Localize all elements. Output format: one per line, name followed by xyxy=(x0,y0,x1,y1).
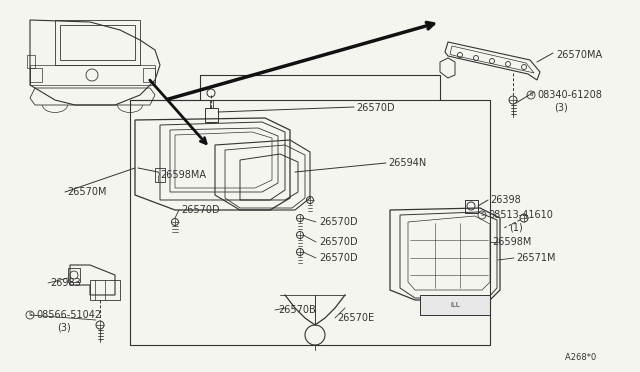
Text: 26570E: 26570E xyxy=(337,313,374,323)
Text: 26570D: 26570D xyxy=(181,205,220,215)
Text: 26570D: 26570D xyxy=(319,217,358,227)
Text: 26598M: 26598M xyxy=(492,237,531,247)
Text: 26594N: 26594N xyxy=(388,158,426,168)
Text: S: S xyxy=(529,93,532,97)
Text: 08513-41610: 08513-41610 xyxy=(488,210,553,220)
Text: 26570MA: 26570MA xyxy=(556,50,602,60)
Text: ILL: ILL xyxy=(450,302,460,308)
Text: S: S xyxy=(28,312,32,317)
Text: 26570M: 26570M xyxy=(67,187,106,197)
Text: 08340-61208: 08340-61208 xyxy=(537,90,602,100)
Text: (1): (1) xyxy=(509,223,523,233)
Text: S: S xyxy=(480,212,484,218)
Text: (3): (3) xyxy=(554,102,568,112)
Text: 26570D: 26570D xyxy=(319,237,358,247)
Text: 26598MA: 26598MA xyxy=(160,170,206,180)
Text: 08566-51042: 08566-51042 xyxy=(36,310,101,320)
Text: 26398: 26398 xyxy=(490,195,521,205)
Polygon shape xyxy=(420,295,490,315)
Text: 26570B: 26570B xyxy=(278,305,316,315)
Text: (3): (3) xyxy=(57,322,71,332)
Text: 26983: 26983 xyxy=(50,278,81,288)
Text: A268*0: A268*0 xyxy=(565,353,602,362)
Text: 26570D: 26570D xyxy=(319,253,358,263)
Text: 26571M: 26571M xyxy=(516,253,556,263)
Text: 26570D: 26570D xyxy=(356,103,395,113)
